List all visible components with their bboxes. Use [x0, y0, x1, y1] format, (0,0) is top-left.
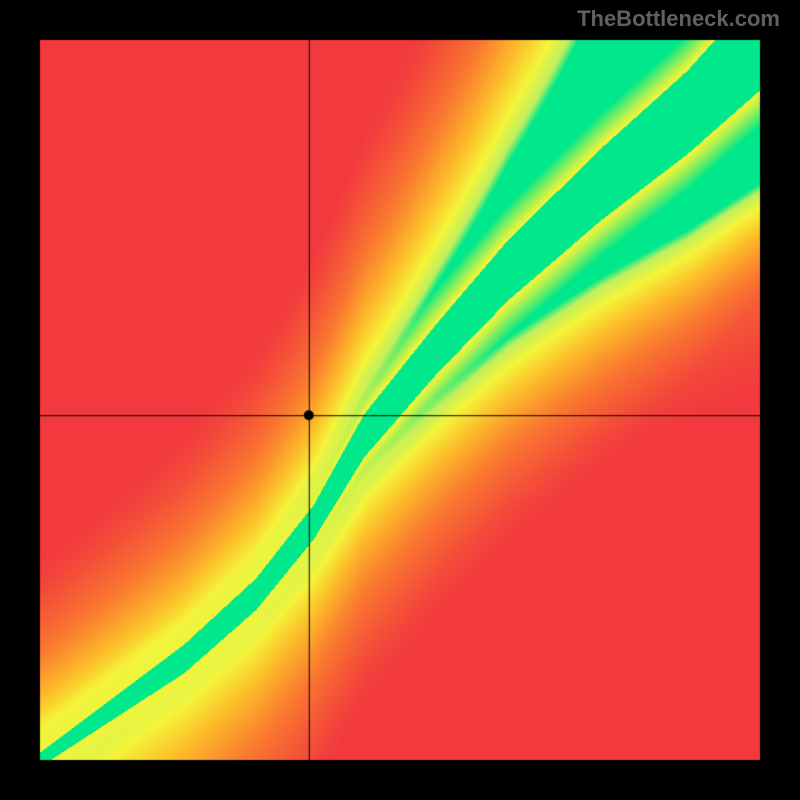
watermark-text: TheBottleneck.com — [577, 6, 780, 32]
bottleneck-heatmap — [0, 0, 800, 800]
